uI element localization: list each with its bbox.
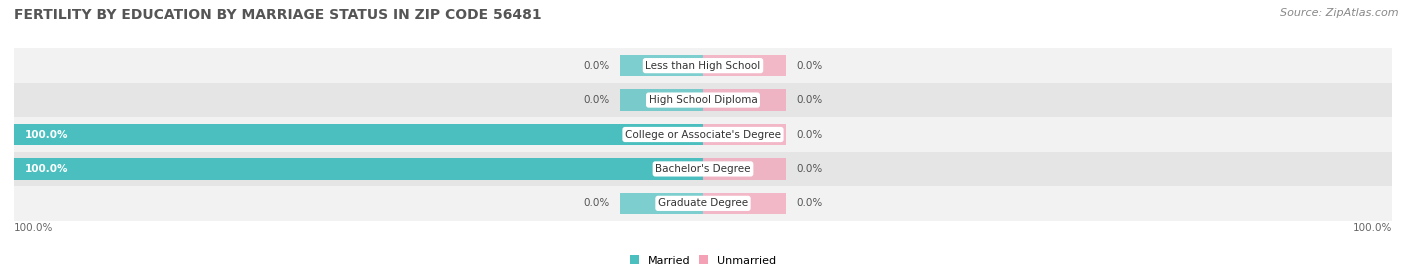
Text: Graduate Degree: Graduate Degree [658,198,748,208]
Bar [703,55,786,76]
Text: 0.0%: 0.0% [796,198,823,208]
Text: 100.0%: 100.0% [24,164,67,174]
Text: 100.0%: 100.0% [1353,223,1392,233]
Text: Bachelor's Degree: Bachelor's Degree [655,164,751,174]
Bar [14,124,703,145]
Legend: Married, Unmarried: Married, Unmarried [626,251,780,269]
Bar [703,124,786,145]
Text: 100.0%: 100.0% [14,223,53,233]
Bar [703,193,786,214]
Text: High School Diploma: High School Diploma [648,95,758,105]
Text: 0.0%: 0.0% [796,95,823,105]
Bar [703,158,786,180]
Bar [14,83,1392,117]
Text: Source: ZipAtlas.com: Source: ZipAtlas.com [1281,8,1399,18]
Bar [14,48,1392,83]
Bar [620,193,703,214]
Text: College or Associate's Degree: College or Associate's Degree [626,129,780,140]
Text: 0.0%: 0.0% [796,129,823,140]
Bar [14,158,703,180]
Bar [14,117,1392,152]
Bar [620,55,703,76]
Text: 100.0%: 100.0% [24,129,67,140]
Text: FERTILITY BY EDUCATION BY MARRIAGE STATUS IN ZIP CODE 56481: FERTILITY BY EDUCATION BY MARRIAGE STATU… [14,8,541,22]
Bar [620,89,703,111]
Bar [703,89,786,111]
Bar [14,152,1392,186]
Text: 0.0%: 0.0% [583,198,610,208]
Text: 0.0%: 0.0% [583,61,610,71]
Text: 0.0%: 0.0% [796,61,823,71]
Bar [14,186,1392,221]
Text: Less than High School: Less than High School [645,61,761,71]
Text: 0.0%: 0.0% [583,95,610,105]
Text: 0.0%: 0.0% [796,164,823,174]
